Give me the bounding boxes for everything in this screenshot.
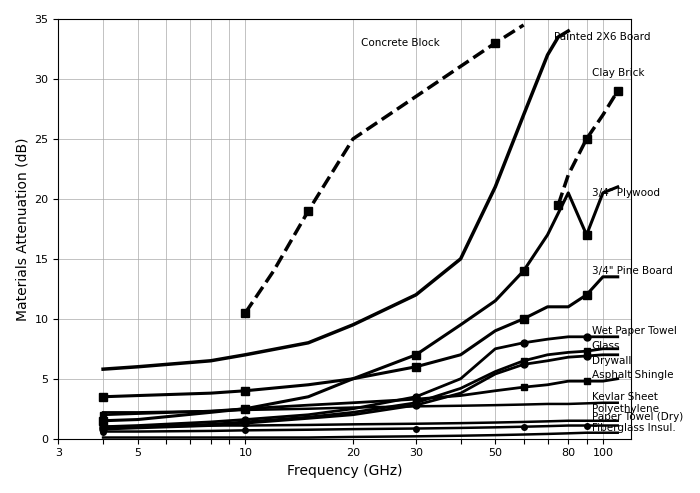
X-axis label: Frequency (GHz): Frequency (GHz)	[287, 464, 402, 478]
Text: Drywall: Drywall	[592, 356, 631, 366]
Text: Clay Brick: Clay Brick	[592, 68, 644, 78]
Text: Polyethylene: Polyethylene	[592, 404, 659, 414]
Text: 3/4" Pine Board: 3/4" Pine Board	[592, 266, 673, 276]
Text: Fiberglass Insul.: Fiberglass Insul.	[592, 423, 676, 433]
Text: Glass: Glass	[592, 341, 620, 352]
Text: Concrete Block: Concrete Block	[360, 38, 440, 48]
Text: Kevlar Sheet: Kevlar Sheet	[592, 392, 657, 402]
Y-axis label: Materials Attenuation (dB): Materials Attenuation (dB)	[15, 137, 29, 320]
Text: 3/4" Plywood: 3/4" Plywood	[592, 188, 659, 198]
Text: Asphalt Shingle: Asphalt Shingle	[592, 370, 673, 380]
Text: Wet Paper Towel: Wet Paper Towel	[592, 326, 676, 336]
Text: Painted 2X6 Board: Painted 2X6 Board	[554, 32, 650, 42]
Text: Paper Towel (Dry): Paper Towel (Dry)	[592, 412, 683, 422]
